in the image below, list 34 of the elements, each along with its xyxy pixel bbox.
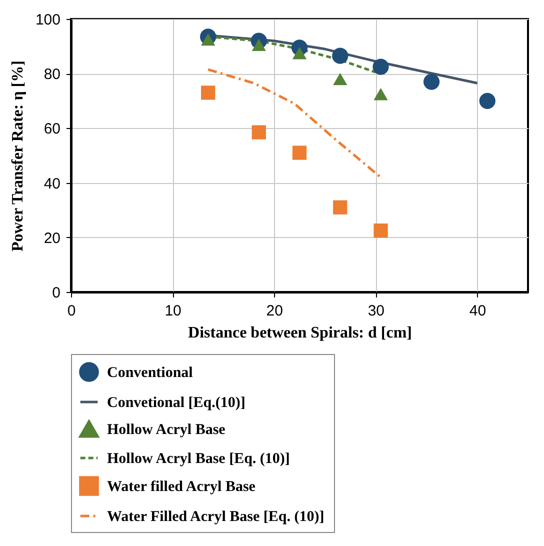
point xyxy=(292,47,307,60)
legend-label: Convetional [Eq.(10)] xyxy=(107,395,246,411)
y-tick-label: 0 xyxy=(52,284,60,302)
point xyxy=(333,72,348,86)
point xyxy=(252,38,266,52)
point xyxy=(423,74,440,90)
point xyxy=(332,48,348,64)
point xyxy=(372,58,389,75)
point xyxy=(292,146,307,160)
x-tick-label: 20 xyxy=(266,302,283,320)
y-tick-label: 60 xyxy=(44,120,60,138)
point xyxy=(479,92,496,109)
legend-label: Water Filled Acryl Base [Eq. (10)] xyxy=(107,509,324,525)
point xyxy=(374,88,388,100)
line-series xyxy=(206,68,382,179)
point xyxy=(333,200,348,214)
y-tick-label: 80 xyxy=(44,66,60,84)
y-tick-label: 20 xyxy=(44,230,60,247)
point xyxy=(374,224,388,238)
legend-label: Hollow Acryl Base xyxy=(107,422,226,438)
x-tick-label: 40 xyxy=(469,302,486,320)
legend-label: Water filled Acryl Base xyxy=(107,479,256,495)
legend-label: Hollow Acryl Base [Eq. (10)] xyxy=(107,451,290,467)
y-tick-label: 100 xyxy=(35,12,60,28)
point xyxy=(201,33,216,46)
x-tick-label: 30 xyxy=(368,302,385,320)
point xyxy=(252,125,266,140)
x-tick-label: 10 xyxy=(164,302,182,320)
y-tick-label: 40 xyxy=(44,175,60,192)
x-tick-label: 0 xyxy=(67,302,76,320)
point xyxy=(201,86,216,100)
y-axis-title: Power Transfer Rate: η [%] xyxy=(9,60,26,252)
x-axis-title: Distance between Spirals: d [cm] xyxy=(188,324,412,342)
legend-label: Conventional xyxy=(107,365,193,381)
